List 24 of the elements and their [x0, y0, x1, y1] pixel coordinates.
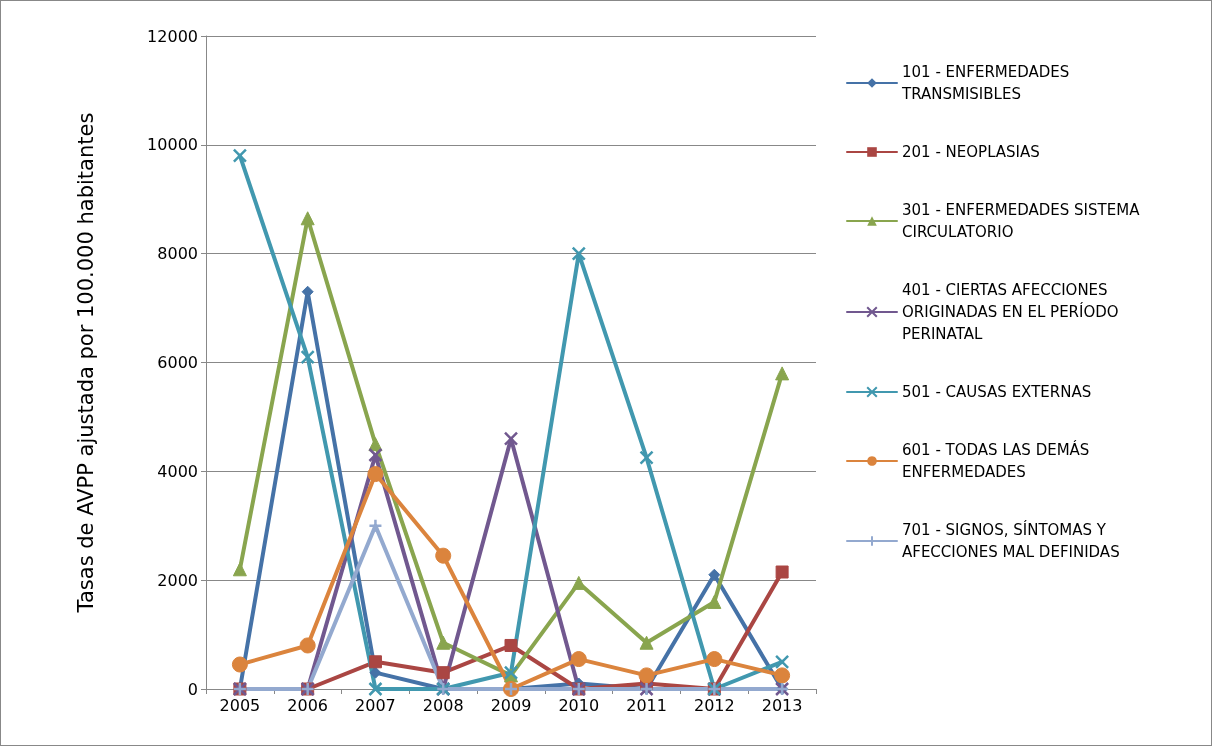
x-tick-label: 2009 — [490, 695, 532, 715]
x-tick-label: 2010 — [558, 695, 600, 715]
legend-label: 701 - SIGNOS, SÍNTOMAS Y AFECCIONES MAL DEFINIDAS — [902, 520, 1120, 561]
legend-label: 201 - NEOPLASIAS — [902, 143, 1040, 161]
x-tick-label: 2006 — [287, 695, 329, 715]
legend-label: 101 - ENFERMEDADES TRANSMISIBLES — [901, 63, 1075, 103]
x-tick-label: 2008 — [422, 695, 464, 715]
legend-label: 301 - ENFERMEDADES SISTEMA CIRCULATORIO — [902, 201, 1145, 241]
x-tick-label: 2005 — [219, 695, 261, 715]
y-tick-label: 0 — [187, 679, 198, 699]
x-tick-label: 2012 — [693, 695, 735, 715]
y-tick-label: 4000 — [157, 461, 198, 481]
x-tick-label: 2013 — [761, 695, 803, 715]
y-tick-label: 12000 — [147, 26, 198, 46]
legend-label: 601 - TODAS LAS DEMÁS ENFERMEDADES — [902, 440, 1095, 481]
y-tick-label: 6000 — [157, 353, 198, 372]
y-tick-label: 2000 — [157, 570, 198, 590]
y-tick-label: 8000 — [157, 244, 198, 264]
x-tick-label: 2011 — [626, 695, 667, 715]
x-tick-label: 2007 — [355, 695, 396, 715]
y-tick-label: 10000 — [147, 135, 198, 155]
legend-label: 401 - CIERTAS AFECCIONES ORIGINADAS EN EL PERÍODO PERINATAL — [902, 281, 1124, 343]
legend-label: 501 - CAUSAS EXTERNAS — [902, 383, 1092, 401]
y-axis-title: Tasas de AVPP ajustada por 100.000 habitantes — [74, 112, 98, 614]
